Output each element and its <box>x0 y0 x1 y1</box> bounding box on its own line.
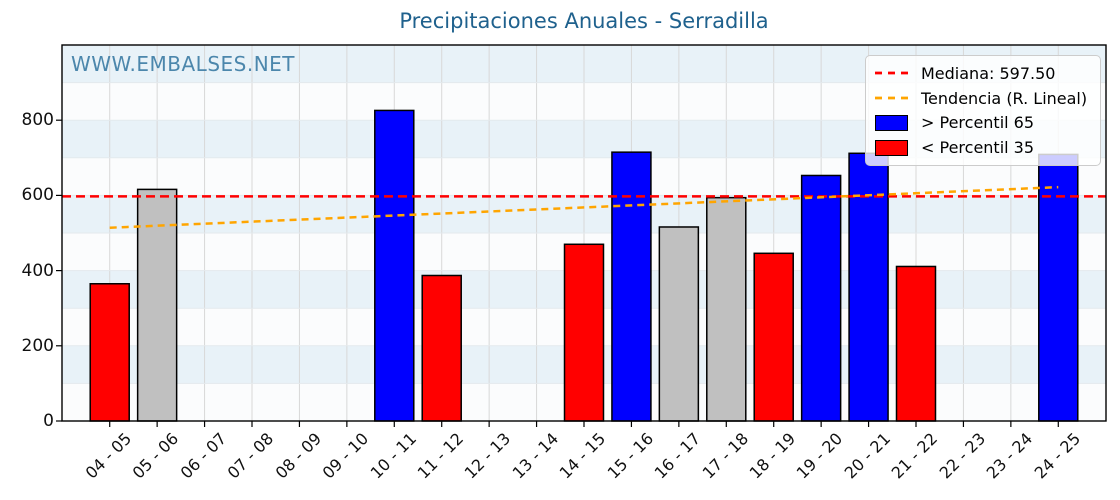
legend-item-trend: Tendencia (R. Lineal) <box>875 86 1091 111</box>
bar-18-19 <box>753 252 794 422</box>
bar-05-06 <box>136 188 178 422</box>
legend-label-median: Mediana: 597.50 <box>921 63 1056 83</box>
bar-15-16 <box>611 151 652 422</box>
blue-bar-swatch-icon <box>875 114 908 131</box>
y-tick-label-800: 800 <box>21 110 54 131</box>
watermark-text: WWW.EMBALSES.NET <box>71 52 296 76</box>
chart-legend: Mediana: 597.50 Tendencia (R. Lineal) > … <box>865 55 1101 166</box>
bar-16-17 <box>658 226 700 422</box>
chart-title: Precipitaciones Anuales - Serradilla <box>399 9 769 33</box>
y-tick-label-400: 400 <box>21 260 54 281</box>
y-tick-label-200: 200 <box>21 335 54 356</box>
y-tick-label-600: 600 <box>21 185 54 206</box>
legend-label-p65: > Percentil 65 <box>921 113 1035 133</box>
median-dashed-line-icon <box>875 69 908 77</box>
legend-item-p65: > Percentil 65 <box>875 111 1091 136</box>
legend-item-median: Mediana: 597.50 <box>875 61 1091 86</box>
legend-label-trend: Tendencia (R. Lineal) <box>921 88 1088 108</box>
trend-line <box>109 185 1059 229</box>
bar-24-25 <box>1038 153 1079 422</box>
legend-item-p35: < Percentil 35 <box>875 135 1091 160</box>
legend-label-p35: < Percentil 35 <box>921 138 1035 158</box>
bar-14-15 <box>563 243 605 422</box>
bar-04-05 <box>89 283 130 422</box>
bar-19-20 <box>800 174 842 422</box>
bar-10-11 <box>374 109 415 422</box>
bar-21-22 <box>895 265 937 422</box>
bar-17-18 <box>706 196 747 422</box>
trend-dashed-line-icon <box>875 94 908 102</box>
bar-20-21 <box>848 152 889 422</box>
bar-11-12 <box>421 274 462 422</box>
y-tick-label-0: 0 <box>43 411 54 431</box>
red-bar-swatch-icon <box>875 139 908 156</box>
